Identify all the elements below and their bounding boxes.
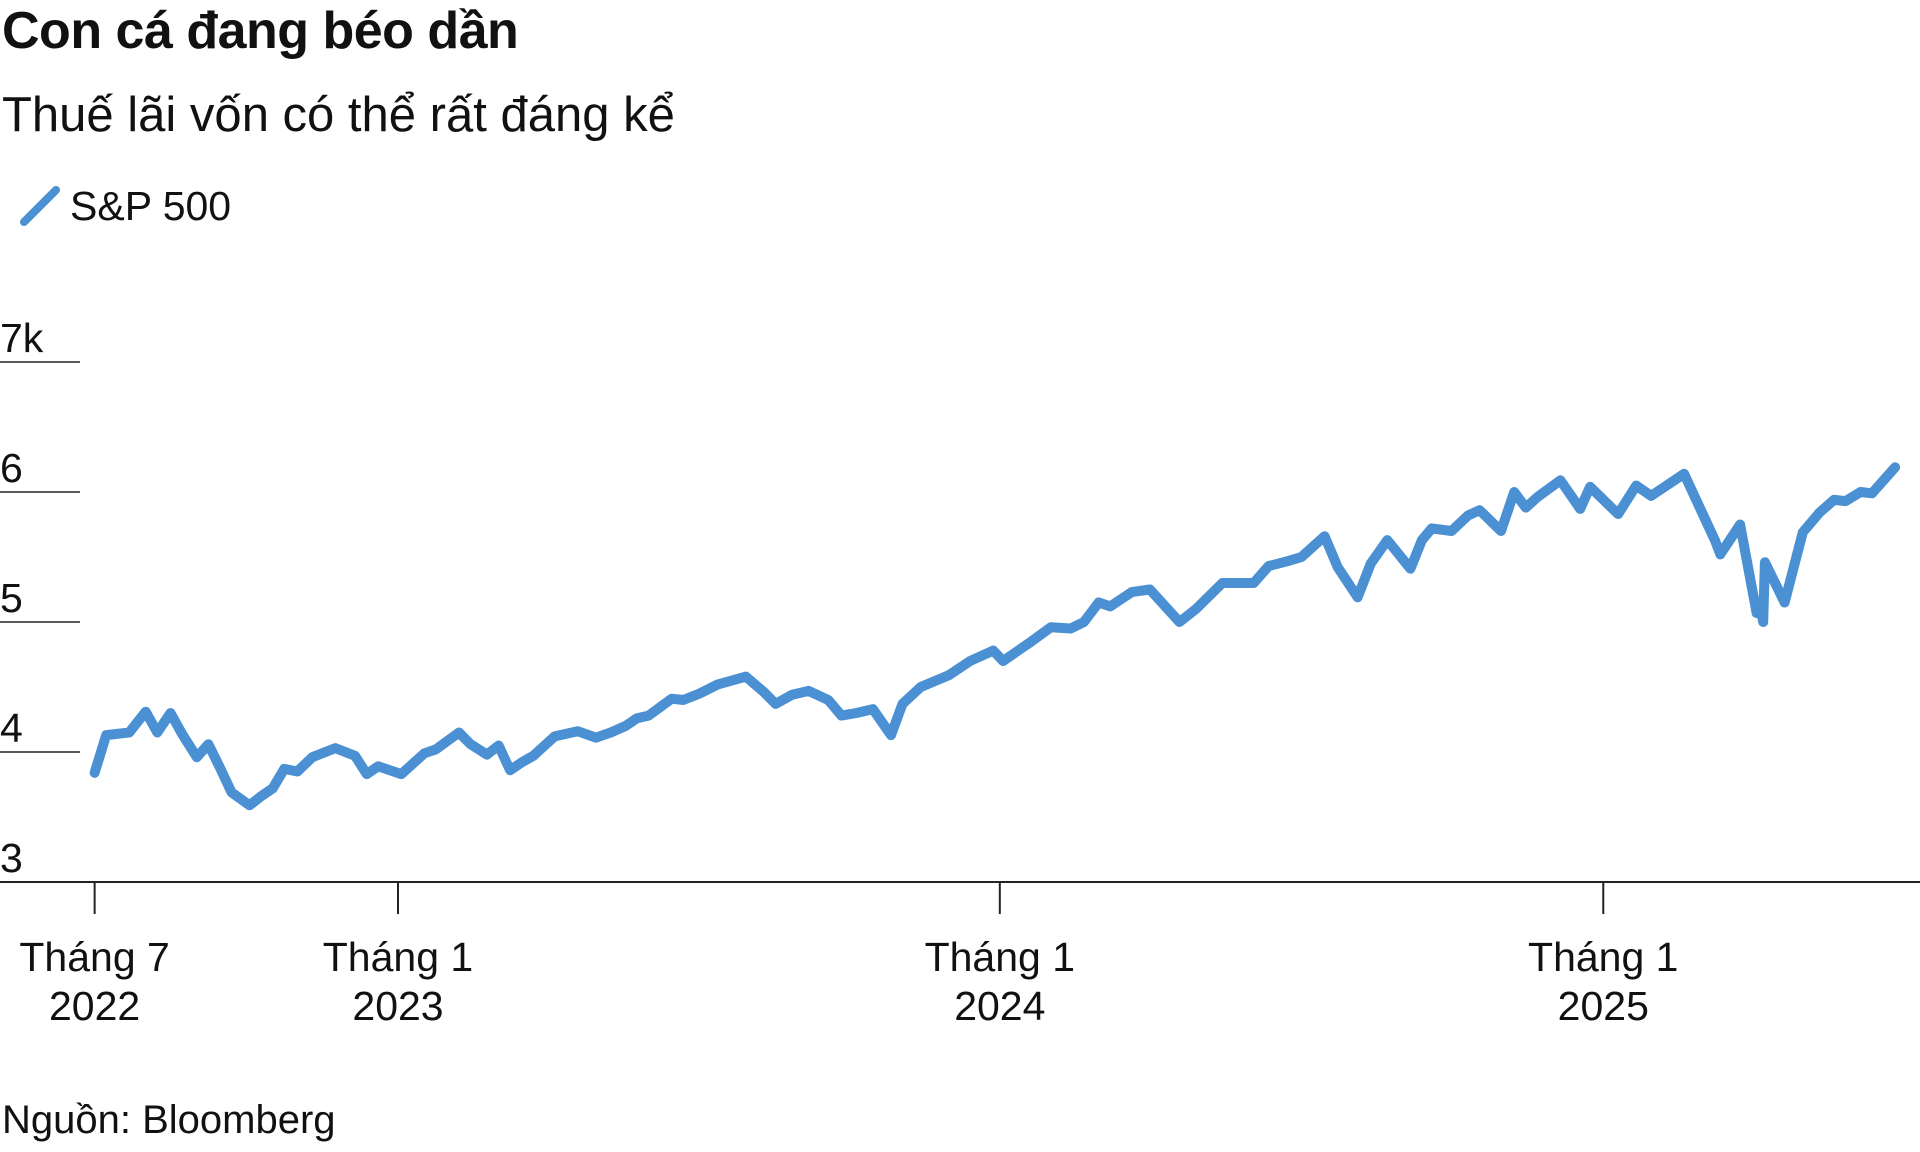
y-tick-label: 3 (0, 835, 23, 881)
y-tick-label: 4 (0, 705, 23, 751)
x-tick-label-month: Tháng 1 (1528, 934, 1678, 980)
x-tick-label-month: Tháng 1 (925, 934, 1075, 980)
chart-subtitle: Thuế lãi vốn có thể rất đáng kể (2, 88, 675, 142)
x-tick-label-year: 2024 (954, 983, 1045, 1029)
x-tick-label-year: 2023 (352, 983, 443, 1029)
legend-label-sp500: S&P 500 (70, 183, 232, 229)
chart-title: Con cá đang béo dần (2, 2, 519, 60)
y-axis: 3 4 5 6 7k (0, 315, 80, 881)
y-tick-label: 6 (0, 445, 23, 491)
y-tick-label: 7k (0, 315, 44, 361)
x-tick-label-month: Tháng 7 (19, 934, 169, 980)
source-note: Nguồn: Bloomberg (2, 1098, 336, 1142)
x-tick-label-month: Tháng 1 (323, 934, 473, 980)
series-line-sp500 (89, 462, 1901, 811)
y-tick-label: 5 (0, 575, 23, 621)
x-tick-label-year: 2025 (1558, 983, 1649, 1029)
x-tick-label-year: 2022 (49, 983, 140, 1029)
series-layer (89, 462, 1901, 811)
legend-line-icon (20, 186, 60, 226)
legend: S&P 500 (20, 178, 231, 234)
